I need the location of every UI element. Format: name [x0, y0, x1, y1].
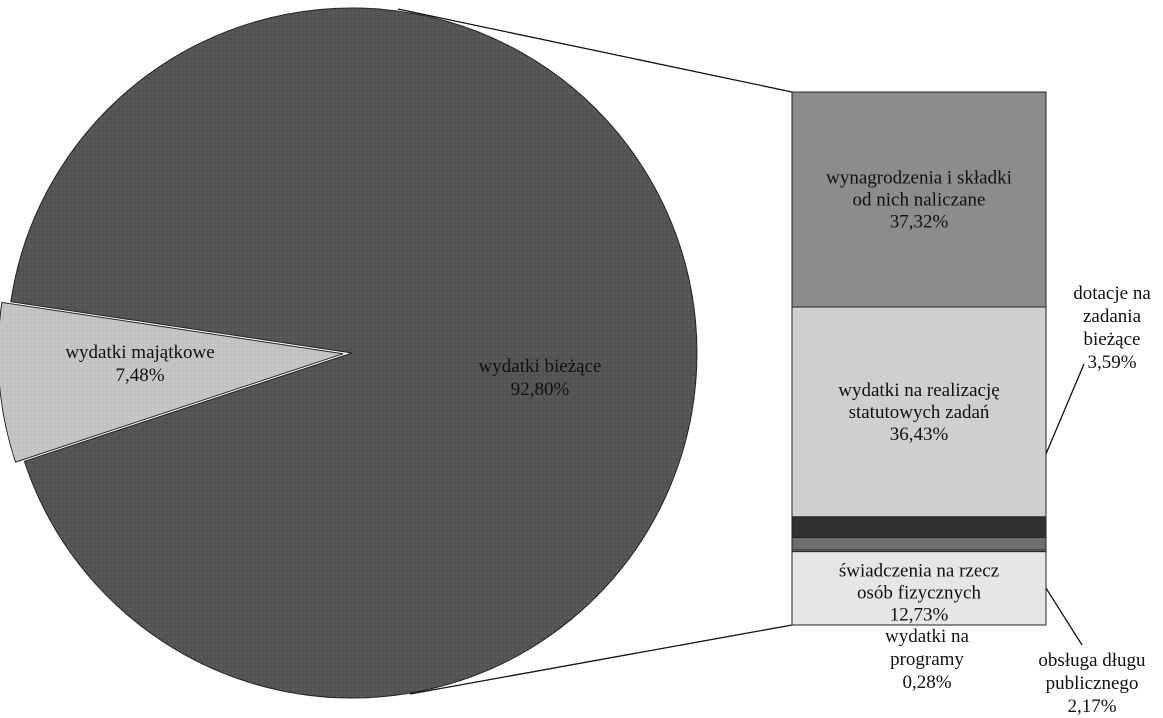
- bar-label-dotacje-na-zadania-biezace: dotacje na zadania bieżące 3,59%: [1073, 283, 1151, 373]
- pie-label-wydatki-biezace: wydatki bieżące 92,80%: [479, 356, 602, 400]
- bar-stack-group: [791, 91, 1047, 626]
- bar-label-wydatki-na-programy: wydatki na programy 0,28%: [885, 626, 969, 693]
- bar-label-obsluga-dlugu-publicznego: obsługa długu publicznego 2,17%: [1038, 650, 1146, 717]
- bar-segment-wydatki-na-realizacje-statutowych-zadan: [791, 306, 1047, 518]
- pie-slice-texture: [0, 302, 343, 463]
- pie-group: [0, 7, 698, 699]
- bar-label-wydatki-na-realizacje-statutowych-zadan: wydatki na realizację statutowych zadań 36…: [838, 380, 999, 445]
- pie-label-wydatki-majatkowe: wydatki majątkowe 7,48%: [65, 342, 214, 386]
- bar-label-wynagrodzenia-i-skladki-od-nich-naliczane: wynagrodzenia i składki od nich naliczane…: [826, 167, 1012, 232]
- pie-slice-texture: [10, 8, 697, 699]
- bar-segment-wynagrodzenia-i-skladki-od-nich-naliczane: [791, 91, 1047, 308]
- bar-segment-swiadczenia-na-rzecz-osob-fizycznych: [791, 551, 1047, 626]
- bar-segment-dotacje-na-zadania-biezace: [791, 516, 1047, 539]
- bar-label-swiadczenia-na-rzecz-osob-fizycznych: świadczenia na rzecz osób fizycznych 12,73…: [839, 560, 999, 625]
- connector-line-top: [397, 8, 793, 93]
- bar-segment-obsluga-dlugu-publicznego: [791, 537, 1047, 551]
- label-group: wydatki bieżące 92,80% wydatki majątkowe 7,…: [65, 167, 1151, 717]
- connector-line-bottom: [409, 624, 793, 695]
